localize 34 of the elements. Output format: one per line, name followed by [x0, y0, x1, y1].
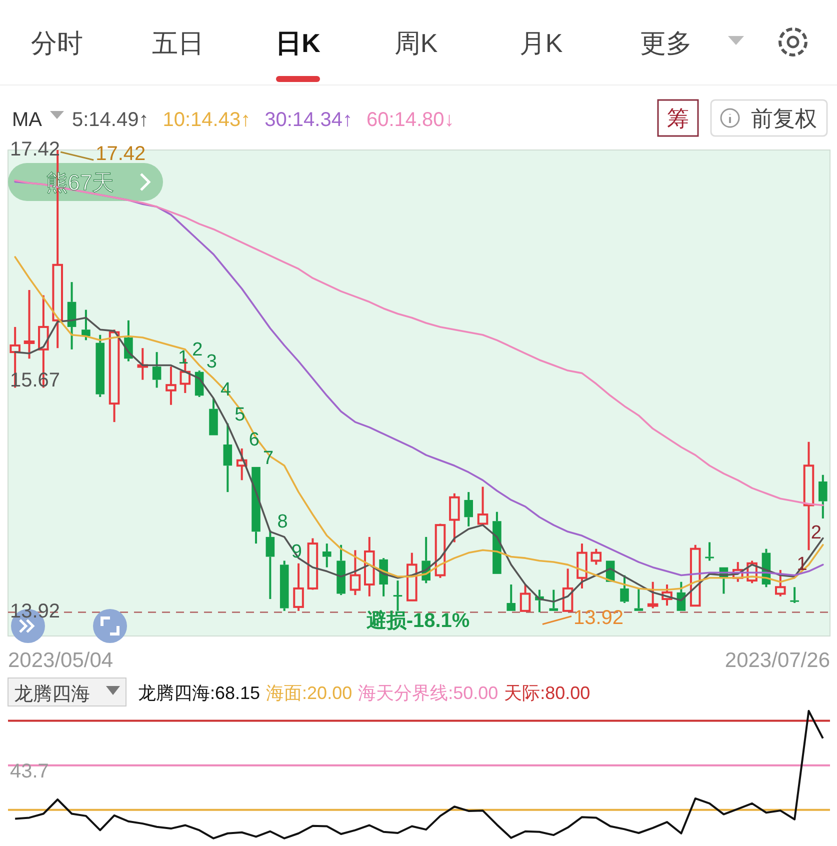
text: 前复权 [751, 106, 817, 131]
text: 天际:80.00 [504, 683, 590, 703]
text: 17.42 [96, 143, 146, 165]
text: 6 [248, 429, 260, 450]
text: 龙腾四海:68.15 [138, 683, 260, 703]
text: 1 [178, 348, 189, 369]
text: 5:14.49↑ [72, 109, 149, 131]
text: 月K [519, 28, 564, 58]
text: 60:14.80↓ [366, 109, 454, 131]
text: 13.92 [573, 607, 624, 630]
text: 筹 [667, 106, 689, 131]
ref-line-label: 避损-18.1% [366, 609, 470, 632]
y-tick-label: 17.42 [10, 138, 60, 160]
text: 2 [192, 340, 203, 361]
text: 更多 [640, 28, 692, 58]
text: 海面:20.00 [266, 683, 352, 703]
text: 分时 [31, 28, 83, 58]
text: 5 [234, 404, 246, 426]
legend-title: 龙腾四海 [14, 684, 90, 705]
text: 周K [394, 28, 438, 58]
y-tick-label: 13.92 [10, 600, 60, 623]
text: 2023/05/04 [8, 649, 114, 672]
text: 2 [810, 522, 822, 544]
text: 日K [276, 28, 321, 58]
text: 10:14.43↑ [162, 109, 251, 131]
legend-title: MA [12, 109, 43, 131]
text: 7 [263, 448, 274, 469]
text: 8 [277, 511, 288, 532]
text: 海天分界线:50.00 [358, 683, 498, 703]
text: 3 [206, 352, 217, 373]
text: 30:14.34↑ [264, 109, 352, 131]
text: 五日 [152, 28, 204, 58]
annotation: 43.7 [10, 760, 49, 782]
text: 2023/07/26 [724, 649, 830, 672]
